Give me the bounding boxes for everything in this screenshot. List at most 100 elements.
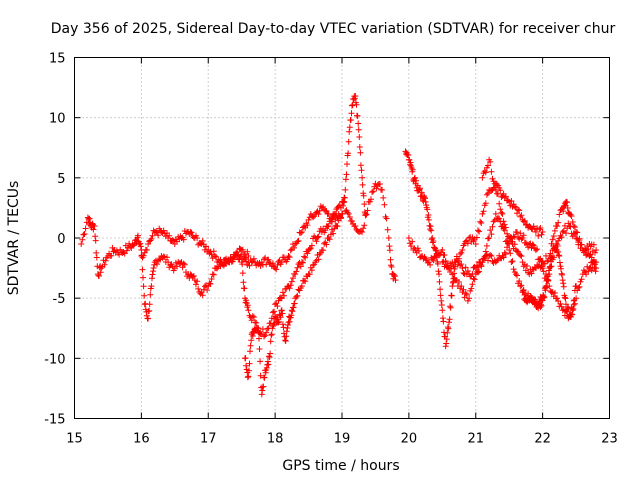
data-point	[409, 166, 416, 173]
data-point	[308, 267, 315, 274]
data-point	[477, 218, 484, 225]
data-point	[385, 235, 392, 241]
data-point	[436, 278, 443, 285]
data-point	[126, 240, 133, 247]
data-point	[460, 270, 467, 276]
data-point	[430, 257, 437, 264]
data-point	[165, 259, 172, 266]
data-point	[458, 283, 465, 290]
data-point	[417, 185, 423, 192]
y-tick-label: 5	[57, 172, 65, 187]
data-point	[447, 303, 454, 310]
data-point	[337, 214, 344, 221]
data-point	[245, 367, 252, 374]
x-tick-label: 19	[334, 432, 351, 447]
data-point	[587, 251, 594, 258]
data-point	[407, 159, 414, 166]
data-point	[244, 374, 251, 381]
data-point	[277, 314, 284, 321]
data-point	[479, 210, 486, 217]
data-point	[493, 257, 500, 264]
data-point	[571, 297, 578, 303]
data-point	[415, 247, 422, 254]
data-point	[443, 340, 450, 347]
data-point	[514, 229, 520, 236]
data-point	[559, 229, 566, 235]
data-point	[496, 200, 503, 207]
data-point	[279, 321, 286, 328]
data-point	[265, 256, 272, 263]
data-point	[123, 247, 130, 254]
data-point	[354, 113, 361, 119]
data-point	[538, 231, 545, 238]
data-point	[458, 249, 465, 256]
data-point	[569, 307, 576, 314]
data-point	[301, 277, 308, 284]
data-point	[539, 297, 546, 304]
data-point	[379, 186, 386, 193]
data-point	[464, 297, 471, 304]
data-point	[540, 293, 547, 300]
data-point	[422, 195, 428, 202]
data-point	[439, 247, 446, 253]
data-point	[139, 266, 146, 273]
data-point	[210, 248, 217, 255]
data-point	[430, 238, 437, 244]
data-point	[390, 271, 397, 278]
data-point	[555, 248, 562, 255]
data-point	[525, 292, 532, 299]
data-point	[561, 312, 568, 319]
data-point	[542, 287, 549, 294]
data-point	[571, 287, 578, 294]
data-point	[376, 181, 383, 187]
data-point	[500, 218, 507, 225]
data-point	[427, 261, 434, 268]
data-point	[268, 331, 275, 338]
data-point	[524, 263, 530, 269]
data-point	[488, 231, 495, 238]
data-point	[469, 281, 476, 288]
x-tick-label: 21	[467, 432, 484, 447]
data-point	[500, 254, 507, 261]
x-tick-label: 15	[66, 432, 83, 447]
data-point	[154, 261, 160, 268]
data-point	[352, 223, 359, 229]
data-point	[568, 213, 575, 219]
data-point	[341, 194, 348, 201]
data-point	[543, 283, 549, 290]
data-point	[287, 282, 294, 289]
data-point	[567, 211, 574, 218]
data-point	[147, 291, 154, 298]
data-point	[288, 278, 295, 285]
data-point	[332, 210, 339, 217]
data-point	[304, 250, 311, 257]
data-point	[357, 162, 364, 169]
data-point	[504, 230, 510, 237]
data-point	[518, 282, 525, 289]
data-point	[517, 283, 524, 290]
data-point	[269, 260, 276, 267]
data-point	[358, 167, 365, 174]
data-point	[480, 208, 487, 215]
data-point	[593, 265, 600, 272]
data-point	[349, 218, 355, 225]
data-point	[383, 215, 390, 222]
data-point	[239, 261, 246, 268]
data-point	[434, 260, 441, 267]
data-point	[287, 247, 294, 254]
data-point	[155, 232, 162, 239]
data-point	[435, 268, 442, 275]
data-point	[413, 177, 420, 184]
data-point	[281, 292, 287, 299]
data-point	[291, 300, 298, 307]
data-point	[464, 240, 471, 247]
data-point	[516, 207, 523, 214]
data-point	[208, 276, 215, 282]
data-point	[323, 241, 330, 248]
data-point	[541, 294, 548, 301]
data-point	[511, 241, 518, 248]
data-point	[447, 304, 454, 311]
data-point	[346, 128, 353, 135]
data-point	[194, 278, 201, 285]
data-point	[438, 297, 445, 304]
